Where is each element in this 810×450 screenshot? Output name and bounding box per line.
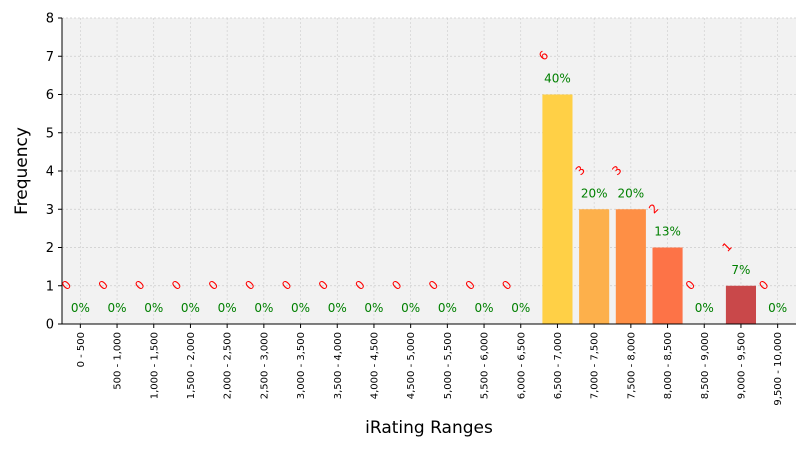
bar <box>725 285 756 324</box>
plot-background <box>62 18 796 324</box>
x-tick-label: 0 - 500 <box>76 332 87 367</box>
percent-label: 0% <box>108 301 127 315</box>
x-tick-label: 4,000 - 4,500 <box>369 332 380 399</box>
x-axis-title: iRating Ranges <box>365 418 493 438</box>
bar <box>652 247 683 324</box>
x-tick-label: 7,000 - 7,500 <box>590 332 601 399</box>
percent-label: 0% <box>364 301 383 315</box>
x-tick-label: 9,500 - 10,000 <box>773 332 784 406</box>
x-tick-label: 8,500 - 9,000 <box>700 332 711 399</box>
y-tick-label: 4 <box>46 165 54 180</box>
x-tick-label: 1,000 - 1,500 <box>149 332 160 399</box>
percent-label: 0% <box>511 301 530 315</box>
x-tick-label: 2,000 - 2,500 <box>223 332 234 399</box>
y-tick-label: 3 <box>46 203 54 218</box>
percent-label: 0% <box>328 301 347 315</box>
x-tick-label: 8,000 - 8,500 <box>663 332 674 399</box>
percent-label: 40% <box>544 72 571 86</box>
percent-label: 20% <box>618 186 645 200</box>
bar <box>579 209 610 324</box>
axes-layer: 0 1 2 3 4 5 6 7 8 0 - 500 500 - 1,000 1,000 - 1,500… <box>46 12 796 406</box>
y-tick-label: 0 <box>46 318 54 333</box>
percent-label: 0% <box>401 301 420 315</box>
x-tick-label: 3,500 - 4,000 <box>333 332 344 399</box>
y-tick-label: 6 <box>46 88 54 103</box>
y-tick-label: 7 <box>46 50 54 65</box>
bar <box>615 209 646 324</box>
bar <box>542 94 573 324</box>
x-tick-label: 3,000 - 3,500 <box>296 332 307 399</box>
percent-label: 7% <box>731 263 750 277</box>
percent-label: 20% <box>581 186 608 200</box>
x-tick-label: 6,500 - 7,000 <box>553 332 564 399</box>
y-tick-label: 5 <box>46 126 54 141</box>
percent-label: 0% <box>475 301 494 315</box>
percent-label: 0% <box>438 301 457 315</box>
y-tick-label: 1 <box>46 279 54 294</box>
x-tick-label: 5,000 - 5,500 <box>443 332 454 399</box>
y-tick-label: 2 <box>46 241 54 256</box>
bars-layer <box>542 94 756 324</box>
percent-label: 13% <box>654 225 681 239</box>
y-tick-label: 8 <box>46 12 54 27</box>
percent-label: 0% <box>291 301 310 315</box>
x-tick-label: 9,000 - 9,500 <box>736 332 747 399</box>
x-tick-label: 500 - 1,000 <box>113 332 124 390</box>
percent-label: 0% <box>768 301 787 315</box>
percent-label: 0% <box>71 301 90 315</box>
x-tick-label: 6,000 - 6,500 <box>516 332 527 399</box>
x-tick-label: 5,500 - 6,000 <box>480 332 491 399</box>
percent-label: 0% <box>218 301 237 315</box>
percent-label: 0% <box>144 301 163 315</box>
x-tick-label: 7,500 - 8,000 <box>626 332 637 399</box>
x-tick-label: 1,500 - 2,000 <box>186 332 197 399</box>
percent-label: 0% <box>181 301 200 315</box>
percent-label: 0% <box>695 301 714 315</box>
x-tick-label: 2,500 - 3,000 <box>259 332 270 399</box>
y-axis-title: Frequency <box>12 127 32 215</box>
percent-label: 0% <box>254 301 273 315</box>
x-tick-label: 4,500 - 5,000 <box>406 332 417 399</box>
